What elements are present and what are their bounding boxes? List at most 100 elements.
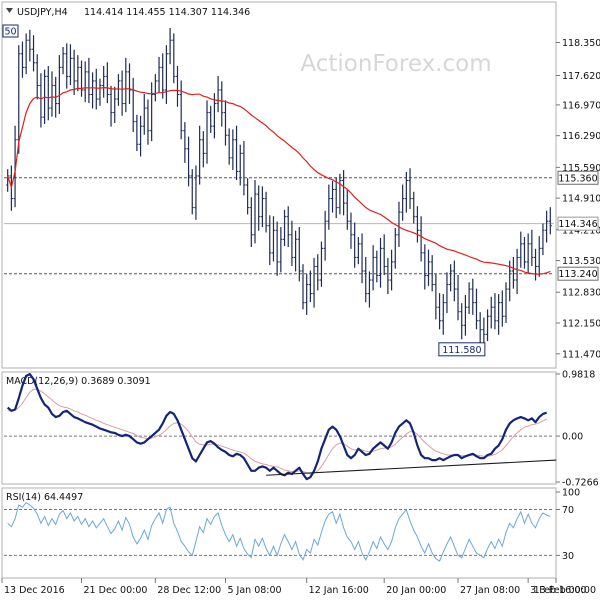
ohlc-bar [253,180,257,244]
ohlc-bar [105,62,109,104]
ohlc-bar [131,77,135,133]
macd-main-line [6,373,547,481]
ohlc-bar [460,303,464,340]
ohlc-bar [426,249,431,286]
ohlc-bar [127,63,132,105]
ohlc-bar [116,74,121,106]
ohlc-bar [268,215,272,266]
price-tick-label: 114.910 [562,194,600,205]
price-tick-label: 118.350 [562,38,600,49]
ohlc-bar [312,257,316,308]
ohlc-bar [186,136,191,187]
ohlc-bar [356,237,360,265]
macd-trendline [266,459,557,476]
ohlc-bar [474,288,479,330]
ohlc-bar [537,236,541,277]
ohlc-bar [164,45,169,105]
ohlc-bar [50,71,54,117]
ohlc-bar [530,229,534,266]
ohlc-bar [216,75,220,113]
ohlc-bar [161,53,165,99]
ohlc-bar [83,61,87,103]
ohlc-bar [526,233,530,275]
ohlc-bar [305,274,309,315]
ohlc-bar [533,248,538,281]
ohlc-bar [286,206,290,247]
ohlc-bar [500,290,504,327]
ohlc-bar [360,233,364,284]
price-tick-label: 111.470 [562,349,600,360]
ohlc-bar [404,171,408,213]
low-price-label: 111.580 [442,345,481,356]
rsi-axis-ticks: 100 70 30 [556,488,580,562]
macd-tick-label: -0.7266 [562,478,599,489]
ohlc-bar [489,296,493,329]
price-tick-label: 112.830 [562,288,600,299]
time-tick-label: 3 Feb 16:00 [530,585,586,596]
macd-panel-frame [1,371,557,485]
price-tick-label: 116.290 [562,131,600,142]
collapse-triangle-icon[interactable] [6,8,13,13]
price-tick-label: 113.530 [562,256,600,267]
ohlc-bar [504,282,508,324]
ohlc-bar [24,33,28,75]
ohlc-bar [397,201,401,247]
ohlc-bar [249,197,253,247]
ohlc-bar [456,275,460,321]
ohlc-bar [201,131,205,168]
time-tick-label: 13 Feb 00:00 [534,585,596,596]
ohlc-bar [61,46,65,75]
ohlc-bar [478,312,482,344]
ohlc-bar [20,41,25,78]
last-price-label: 114.346 [558,219,597,230]
ohlc-bar [94,68,98,110]
ohlc-bar [17,45,21,154]
ohlc-bar [190,169,194,215]
ohlc-bar [367,271,372,308]
ohlc-bar [449,264,453,292]
ohlc-bar [264,191,268,233]
rsi-lines [4,501,554,562]
ohlc-bar [135,114,139,152]
ohlc-bar [209,105,213,133]
level-price-label: 115.360 [558,173,597,184]
rsi-tick-label: 70 [562,505,574,516]
time-axis: 13 Dec 2016 21 Dec 00:00 28 Dec 12:00 5 Jan… [1,578,596,596]
ohlc-bar [541,223,545,256]
ohlc-bar [515,248,519,295]
ohlc-bar [382,234,386,276]
ohlc-bar [364,256,368,303]
price-tick-label: 116.970 [562,100,600,111]
ohlc-bar [271,216,276,262]
ohlc-bar [28,29,32,62]
ohlc-bar [168,27,172,65]
ohlc-bar [260,186,264,228]
rsi-tick-label: 100 [562,488,580,499]
ohlc-bar [205,100,209,164]
ohlc-bar [13,125,17,208]
ohlc-bar [519,231,523,268]
macd-lines [4,373,557,481]
ohlc-bar [153,74,157,102]
ohlc-bar [482,317,486,345]
ohlc-bar [68,44,73,85]
ohlc-bar [375,250,379,283]
time-tick-label: 27 Jan 08:00 [460,585,520,596]
ohlc-bar [198,125,202,185]
time-tick-label: 21 Dec 00:00 [84,585,148,596]
ma-period-label: 50 [4,27,16,38]
ohlc-bar [386,257,390,295]
price-tick-label: 112.150 [562,319,600,330]
ohlc-bar [341,170,346,216]
ohlc-bar [212,93,217,139]
ohlc-bar [35,54,39,100]
time-tick-label: 5 Jan 08:00 [227,585,281,596]
ohlc-bar [194,165,198,220]
ohlc-bar [419,216,423,262]
ohlc-bar [72,49,76,95]
ohlc-bar [545,210,549,243]
low-price-box [438,342,486,357]
ohlc-bar [452,260,456,302]
ohlc-bar [39,73,43,128]
